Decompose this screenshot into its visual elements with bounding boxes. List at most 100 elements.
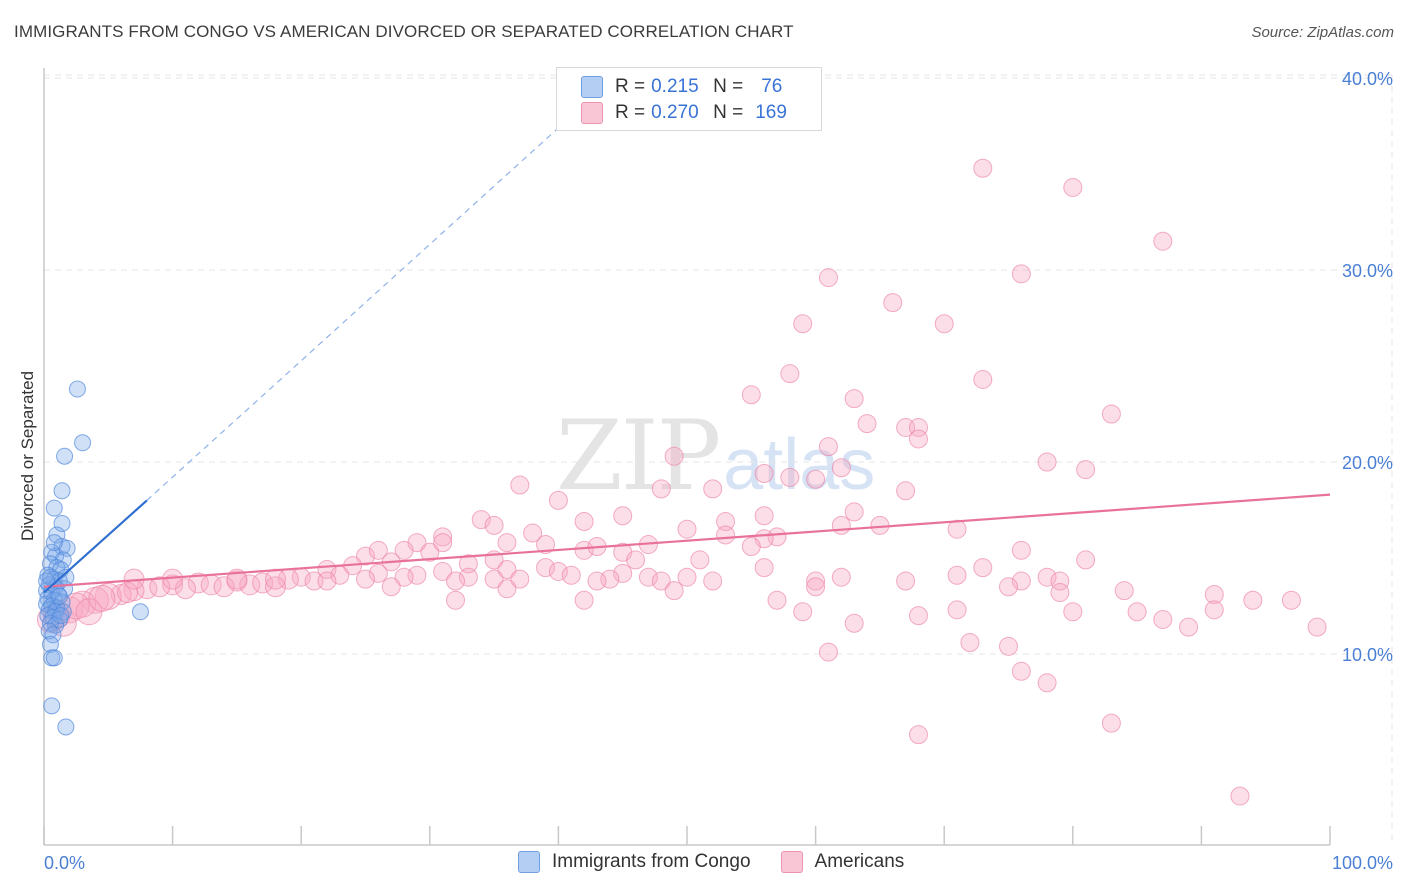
american-point [831, 515, 851, 535]
american-point [149, 576, 171, 598]
congo-point [74, 434, 92, 452]
american-point [754, 558, 774, 578]
congo-point [45, 499, 63, 517]
congo-point [41, 635, 59, 653]
american-point [548, 490, 568, 510]
congo-point [53, 482, 71, 500]
american-point [252, 572, 274, 594]
american-point [690, 550, 710, 570]
american-point [896, 571, 916, 591]
chart-source: Source: ZipAtlas.com [1251, 24, 1394, 41]
legend-row-congo: R = 0.215 N = 76 [581, 75, 782, 99]
y-tick-label: 10.0% [1342, 645, 1393, 665]
american-point [117, 582, 139, 604]
american-point [394, 567, 414, 587]
american-point [1076, 550, 1096, 570]
american-point [780, 364, 800, 384]
congo-point [131, 603, 149, 621]
y-tick-label: 40.0% [1342, 69, 1393, 89]
legend-r-value-americans: 0.270 [651, 102, 699, 123]
american-point [947, 600, 967, 620]
american-point [574, 512, 594, 532]
american-point [1204, 600, 1224, 620]
series-legend-congo[interactable]: Immigrants from Congo [518, 851, 751, 873]
american-point [574, 540, 594, 560]
american-point [497, 579, 517, 599]
american-point [613, 506, 633, 526]
series-legend-americans[interactable]: Americans [780, 851, 905, 873]
american-point [1011, 661, 1031, 681]
americans-trend-line [43, 493, 1331, 588]
american-point [1037, 452, 1057, 472]
american-point [497, 560, 517, 580]
american-point [523, 523, 543, 543]
american-point [510, 475, 530, 495]
american-point [703, 571, 723, 591]
congo-point [45, 649, 63, 667]
american-point [651, 571, 671, 591]
american-point [677, 519, 697, 539]
series-label-americans: Americans [814, 851, 905, 872]
x-tick-label: 100.0% [1332, 853, 1393, 873]
american-point [536, 558, 556, 578]
legend-r-label: R = [615, 102, 646, 123]
american-point [818, 437, 838, 457]
american-point [638, 567, 658, 587]
american-point [844, 502, 864, 522]
series-legend: Immigrants from Congo Americans [518, 851, 934, 873]
american-point [1307, 617, 1327, 637]
american-point [908, 606, 928, 626]
american-point [536, 535, 556, 555]
y-tick-label: 30.0% [1342, 261, 1393, 281]
american-point [947, 565, 967, 585]
legend-row-americans: R = 0.270 N = 169 [581, 101, 787, 125]
american-point [1204, 584, 1224, 604]
legend-r-label: R = [615, 76, 646, 97]
american-point [818, 642, 838, 662]
american-point [806, 577, 826, 597]
american-point [1011, 264, 1031, 284]
grid-lines [44, 74, 1393, 845]
american-point [1281, 590, 1301, 610]
american-point [1230, 786, 1250, 806]
american-point [1153, 609, 1173, 629]
american-point [741, 385, 761, 405]
american-point [264, 568, 286, 590]
american-point [1063, 602, 1083, 622]
trend-lines [43, 127, 1331, 594]
american-point [356, 546, 375, 566]
american-point [999, 577, 1018, 597]
series-swatch-congo [518, 851, 540, 873]
american-point [1127, 602, 1147, 622]
american-point [1050, 583, 1070, 603]
american-point [677, 567, 697, 587]
american-point [613, 563, 633, 583]
congo-point [50, 587, 68, 605]
american-point [1011, 540, 1031, 560]
american-point [844, 389, 864, 409]
congo-point [45, 534, 63, 552]
american-point [973, 158, 993, 178]
american-point [1076, 460, 1096, 480]
american-point [793, 314, 813, 334]
legend-swatch-americans [581, 102, 603, 124]
american-point [703, 479, 723, 499]
american-point [806, 571, 826, 591]
american-point [433, 527, 453, 547]
american-point [741, 536, 761, 556]
x-tick-label: 0.0% [44, 853, 85, 873]
congo-point [57, 718, 75, 736]
american-point [356, 569, 375, 589]
american-point [1063, 177, 1083, 197]
american-point [1153, 231, 1173, 251]
series-label-congo: Immigrants from Congo [552, 851, 751, 872]
chart-title: IMMIGRANTS FROM CONGO VS AMERICAN DIVORC… [14, 22, 794, 41]
american-point [857, 414, 877, 434]
american-point [497, 533, 517, 553]
american-point [213, 576, 235, 598]
american-point [754, 506, 774, 526]
american-point [664, 581, 684, 601]
american-point [1114, 581, 1134, 601]
american-point [960, 632, 980, 652]
congo-point [43, 697, 61, 715]
